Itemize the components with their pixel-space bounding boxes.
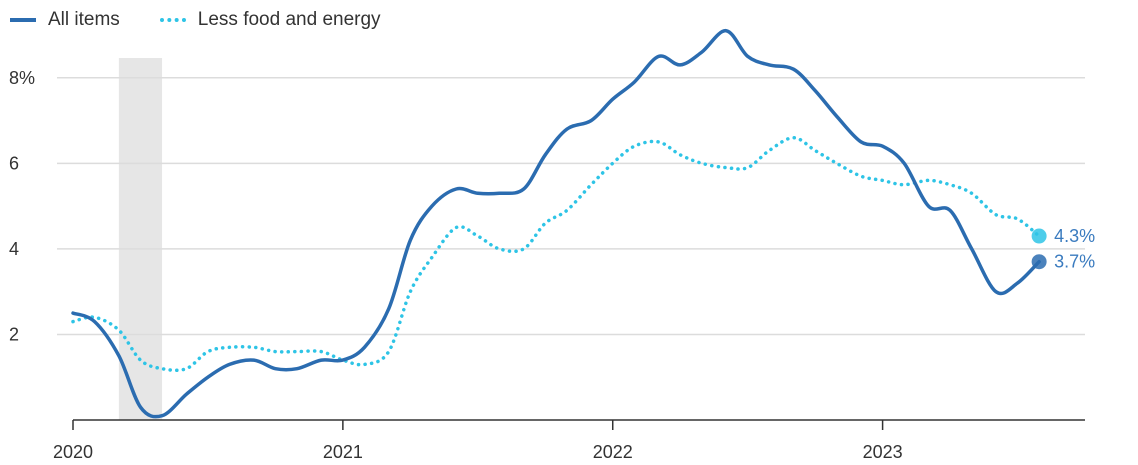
legend-item-all-items: All items	[10, 9, 120, 31]
chart-legend: All items Less food and energy	[10, 6, 381, 34]
legend-swatch-all-items	[10, 18, 36, 22]
end-marker-all-items	[1031, 254, 1047, 270]
y-tick-label-2: 6	[9, 153, 19, 173]
y-tick-label-3: 8%	[9, 68, 35, 88]
shaded-region	[118, 58, 163, 420]
series-line-all-items	[71, 28, 1041, 419]
x-tick-label-1: 2021	[323, 442, 363, 462]
x-tick-label-2: 2022	[593, 442, 633, 462]
end-marker-less-food-and-energy	[1031, 228, 1047, 244]
legend-swatch-less-food-energy	[159, 18, 186, 22]
legend-item-less-food-energy: Less food and energy	[159, 9, 381, 31]
y-tick-label-0: 2	[9, 324, 19, 344]
end-label-all-items: 3.7%	[1054, 252, 1095, 272]
legend-label-all-items: All items	[48, 9, 120, 30]
series-line-less-food-and-energy	[71, 135, 1041, 373]
x-tick-label-3: 2023	[863, 442, 903, 462]
end-label-less-food-and-energy: 4.3%	[1054, 226, 1095, 246]
x-tick-label-0: 2020	[53, 442, 93, 462]
legend-label-less-food-energy: Less food and energy	[197, 9, 381, 30]
y-tick-label-1: 4	[9, 239, 19, 259]
